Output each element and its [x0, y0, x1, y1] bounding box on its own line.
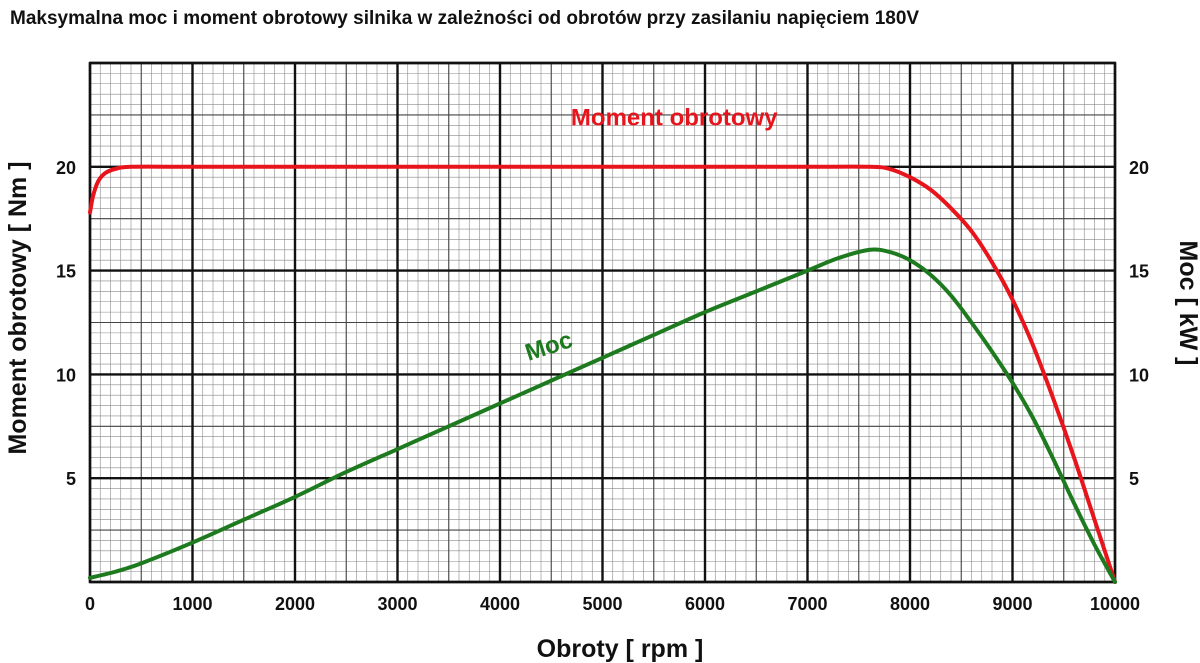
y-axis-label: Moment obrotowy [ Nm ] — [4, 161, 32, 454]
y-tick-label: 15 — [56, 262, 76, 282]
y-tick-labels: 5 10 15 20 — [56, 158, 76, 489]
x-tick-label: 10000 — [1090, 594, 1140, 614]
series-line-moc — [88, 247, 1117, 584]
y2-tick-label: 10 — [1129, 365, 1149, 385]
x-tick-label: 7000 — [787, 594, 827, 614]
x-tick-label: 1000 — [172, 594, 212, 614]
x-tick-label: 4000 — [480, 594, 520, 614]
series-labels: Moment obrotowy Moc — [522, 104, 778, 366]
x-tick-label: 5000 — [582, 594, 622, 614]
series-label: Moment obrotowy — [571, 104, 778, 131]
x-tick-label: 3000 — [377, 594, 417, 614]
plot-frame — [88, 61, 1117, 584]
x-tick-label: 2000 — [275, 594, 315, 614]
y-tick-label: 5 — [66, 469, 76, 489]
y-tick-label: 10 — [56, 365, 76, 385]
series-label: Moc — [522, 326, 576, 367]
y2-tick-label: 20 — [1129, 158, 1149, 178]
x-tick-label: 0 — [85, 594, 95, 614]
y2-tick-labels: 5 10 15 20 — [1129, 158, 1149, 489]
series-line-moment-obrotowy — [88, 164, 1117, 584]
x-tick-label: 9000 — [992, 594, 1032, 614]
x-tick-label: 8000 — [890, 594, 930, 614]
chart-title: Maksymalna moc i moment obrotowy silnika… — [10, 8, 919, 29]
y-tick-label: 20 — [56, 158, 76, 178]
x-axis-label: Obroty [ rpm ] — [537, 635, 704, 663]
series-layer — [88, 164, 1117, 584]
x-tick-label: 6000 — [685, 594, 725, 614]
y2-axis-label: Moc [ kW ] — [1174, 241, 1200, 366]
x-tick-labels: 0 1000 2000 3000 4000 5000 6000 7000 8000 9000 100… — [85, 594, 1140, 614]
y2-tick-label: 5 — [1129, 469, 1139, 489]
y2-tick-label: 15 — [1129, 262, 1149, 282]
